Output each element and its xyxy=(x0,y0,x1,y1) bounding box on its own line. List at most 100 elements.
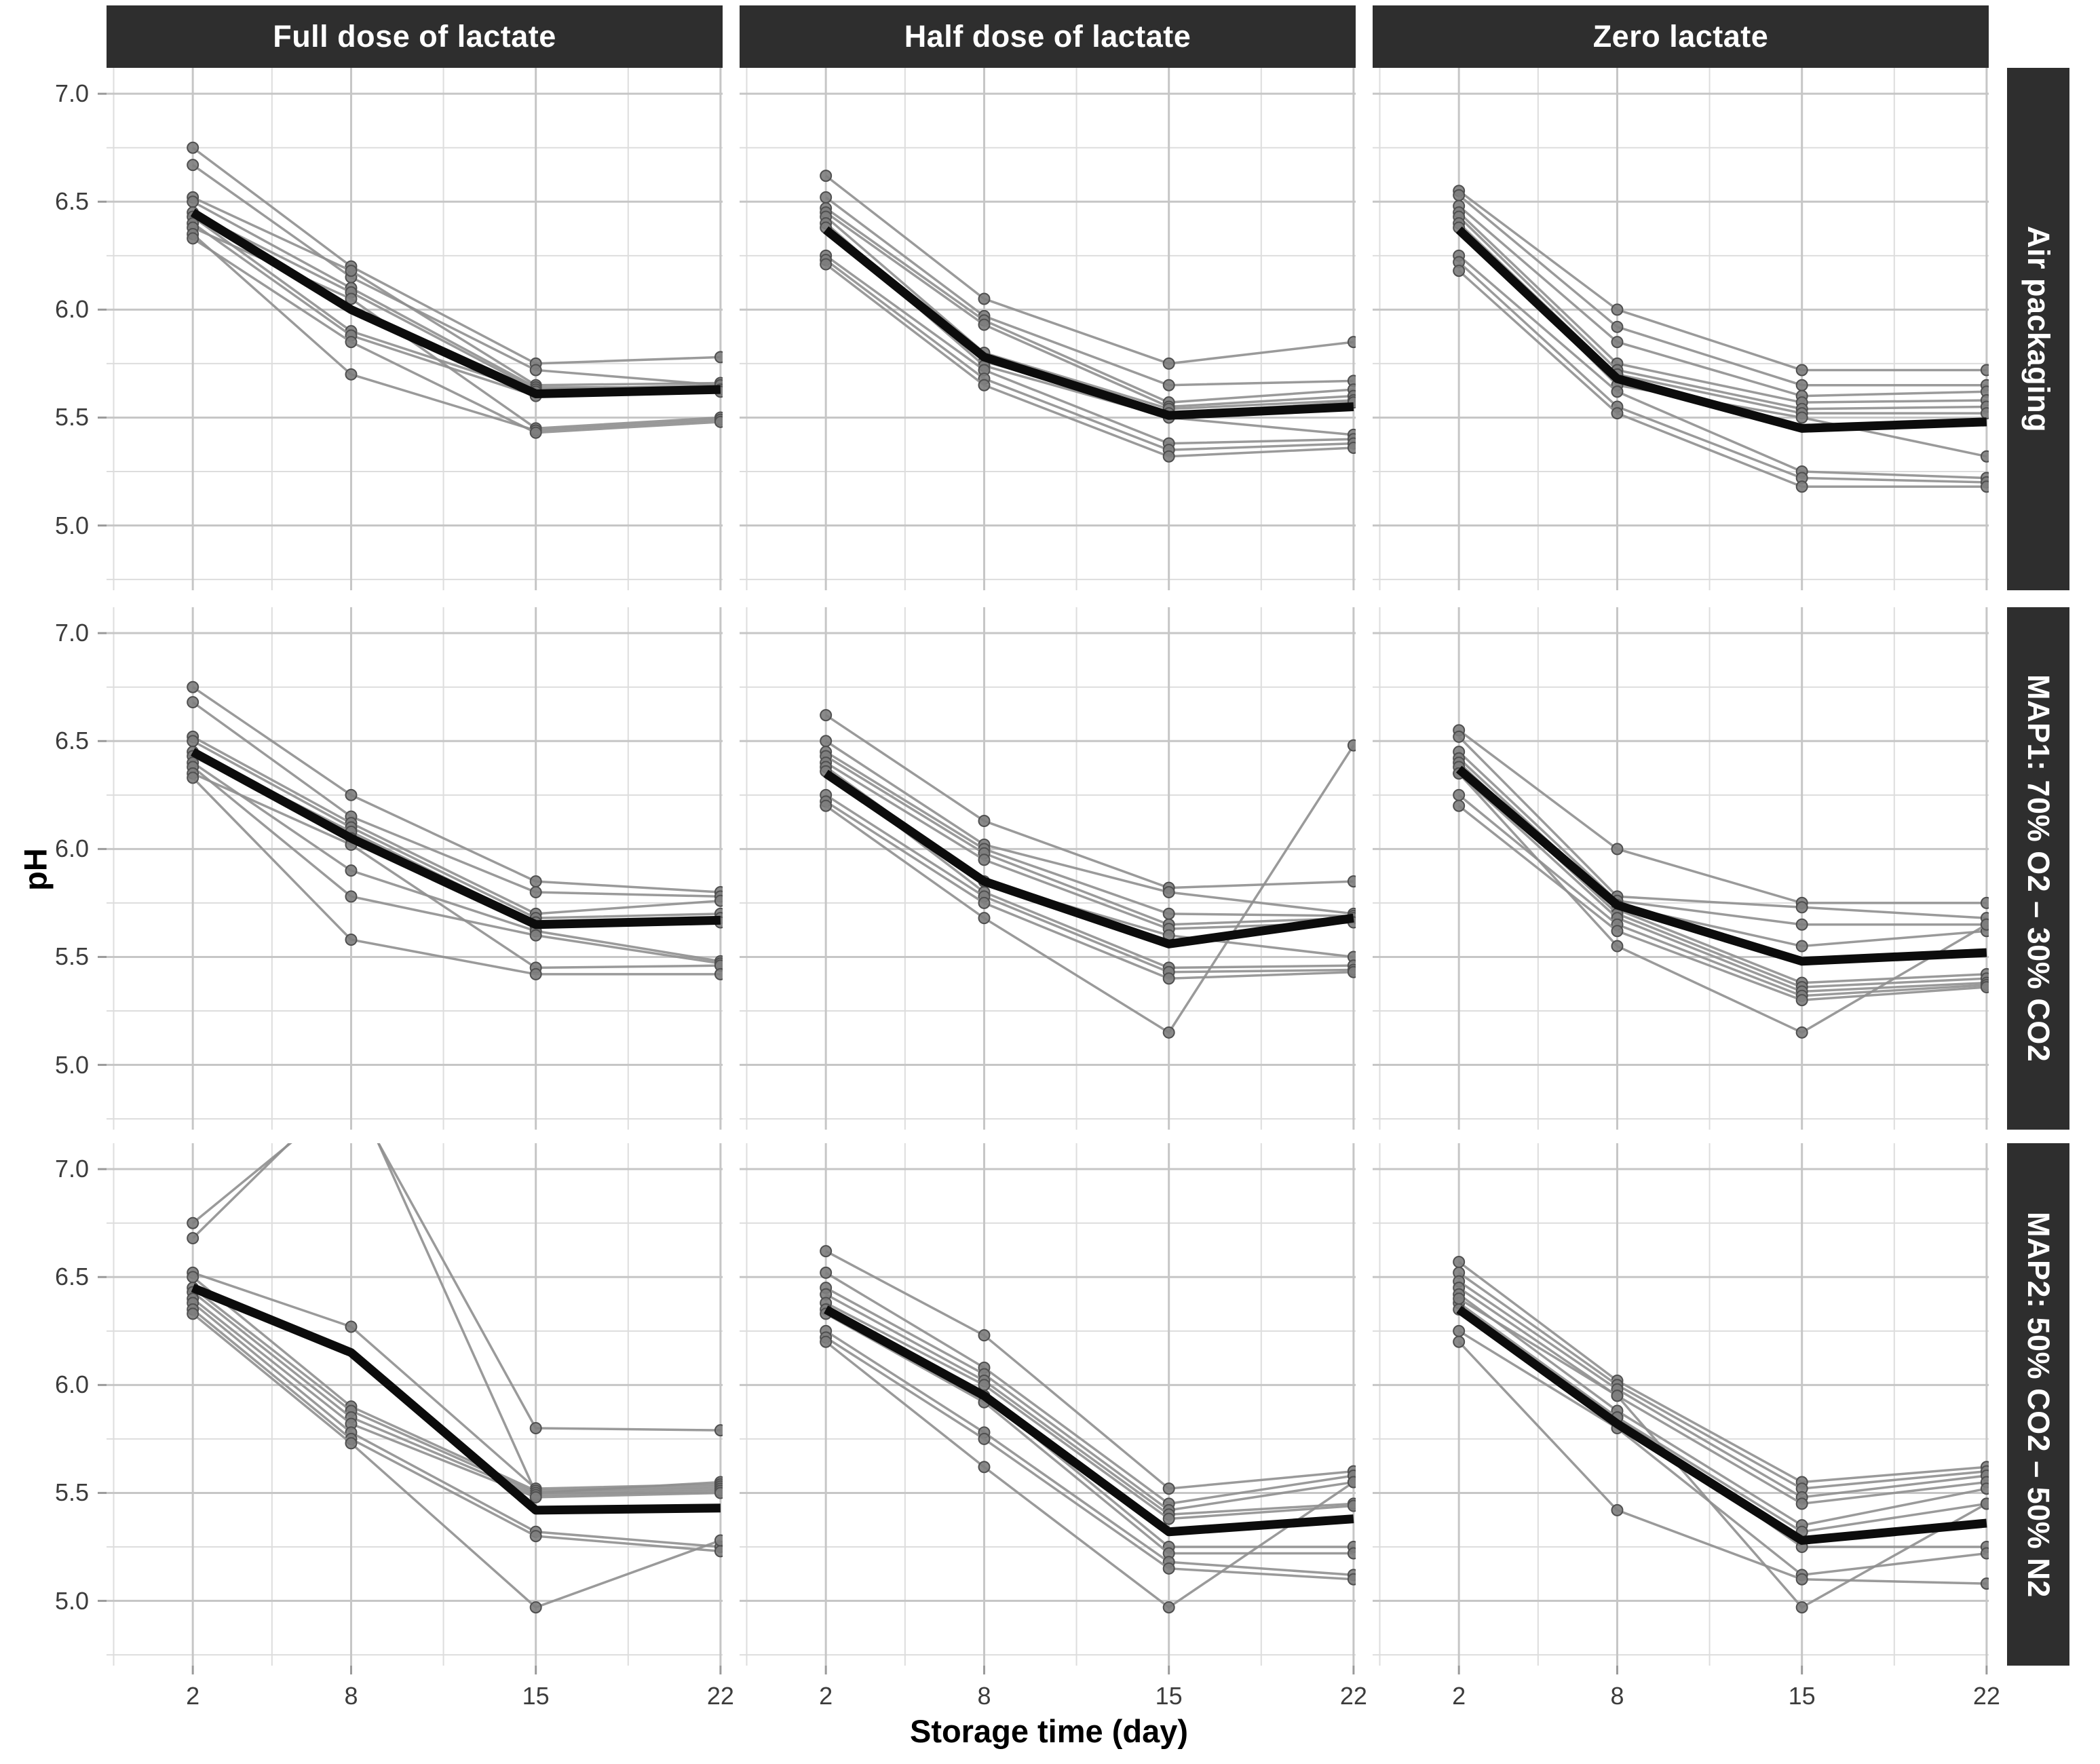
panel-2-2 xyxy=(1373,1143,1989,1666)
sample-point xyxy=(1980,981,1989,993)
sample-line xyxy=(825,761,1354,930)
sample-point xyxy=(820,735,833,748)
sample-line xyxy=(192,740,721,919)
mean-line xyxy=(823,769,1354,948)
sample-line xyxy=(825,1293,1354,1516)
sample-point xyxy=(1162,357,1175,370)
sample-point xyxy=(187,771,199,784)
sample-point xyxy=(1162,886,1175,898)
sample-point xyxy=(1795,1497,1808,1510)
sample-point xyxy=(820,1335,833,1348)
sample-point xyxy=(714,967,723,980)
sample-point xyxy=(714,351,723,364)
panel-0-1 xyxy=(740,68,1356,590)
sample-point xyxy=(1162,1512,1175,1525)
sample-line xyxy=(1458,1271,1987,1490)
sample-point xyxy=(1347,1573,1356,1586)
sample-line xyxy=(192,147,721,365)
sample-point xyxy=(529,364,542,377)
sample-point xyxy=(1980,1547,1989,1560)
sample-line xyxy=(1458,189,1987,372)
sample-point xyxy=(978,815,991,827)
sample-point xyxy=(187,195,199,208)
sample-point xyxy=(978,1329,991,1342)
sample-line xyxy=(1457,1341,1987,1585)
sample-point xyxy=(1162,1562,1175,1575)
sample-point xyxy=(1453,1335,1466,1348)
sample-line xyxy=(825,1330,1354,1577)
sample-point xyxy=(820,258,833,271)
sample-line xyxy=(825,1271,1354,1506)
mean-line xyxy=(1456,1305,1987,1545)
sample-line xyxy=(192,164,721,387)
sample-point xyxy=(1795,364,1808,377)
x-axis-title: Storage time (day) xyxy=(909,1713,1189,1749)
sample-point xyxy=(529,967,542,980)
y-tick-label: 7.0 xyxy=(54,79,89,108)
x-tick-label: 15 xyxy=(1788,1682,1816,1710)
sample-point xyxy=(714,1487,723,1499)
sample-line xyxy=(192,761,721,963)
sample-point xyxy=(820,1245,833,1258)
sample-point xyxy=(1453,799,1466,812)
sample-line xyxy=(1457,261,1987,484)
sample-point xyxy=(1980,1497,1989,1510)
sample-point xyxy=(187,1307,199,1320)
sample-point xyxy=(978,1461,991,1474)
sample-line xyxy=(1457,735,1987,919)
sample-line xyxy=(825,750,1354,917)
sample-point xyxy=(1980,918,1989,931)
sample-point xyxy=(345,265,358,277)
panel-1-0 xyxy=(107,607,723,1130)
sample-point xyxy=(1795,1026,1808,1039)
sample-point xyxy=(1611,303,1624,316)
y-tick-label: 6.5 xyxy=(54,727,89,755)
sample-line xyxy=(825,1286,1354,1512)
sample-point xyxy=(1347,875,1356,888)
sample-point xyxy=(714,1545,723,1558)
sample-line xyxy=(191,233,721,432)
sample-point xyxy=(1611,336,1624,349)
x-tick-label: 8 xyxy=(344,1682,358,1710)
facet-row-strip-2: MAP2: 50% CO2 – 50% N2 xyxy=(2007,1143,2069,1666)
sample-point xyxy=(978,318,991,331)
sample-point xyxy=(529,886,542,898)
sample-point xyxy=(187,159,199,172)
sample-line xyxy=(192,1291,721,1497)
sample-point xyxy=(187,1216,199,1229)
sample-point xyxy=(1980,407,1989,420)
sample-line xyxy=(192,735,721,915)
y-tick-label: 6.0 xyxy=(54,295,89,324)
sample-point xyxy=(1611,843,1624,856)
x-tick-label: 2 xyxy=(186,1682,200,1710)
sample-point xyxy=(1795,918,1808,931)
sample-point xyxy=(1347,336,1356,349)
sample-point xyxy=(1611,925,1624,938)
sample-point xyxy=(345,788,358,801)
x-tick-label: 8 xyxy=(977,1682,991,1710)
sample-point xyxy=(820,799,833,812)
x-tick-label: 22 xyxy=(1972,1682,2000,1710)
sample-line xyxy=(192,237,721,434)
panel-0-0 xyxy=(107,68,723,590)
sample-line xyxy=(825,800,1354,980)
facet-col-strip-1: Half dose of lactate xyxy=(740,5,1356,68)
sample-line xyxy=(192,1276,721,1493)
sample-point xyxy=(345,1320,358,1333)
sample-line xyxy=(825,1301,1354,1520)
sample-point xyxy=(187,1271,199,1284)
sample-point xyxy=(187,680,199,693)
sample-point xyxy=(1611,385,1624,398)
sample-line xyxy=(192,701,721,898)
sample-line xyxy=(192,766,721,965)
sample-line xyxy=(825,755,1354,926)
sample-line xyxy=(825,216,1354,410)
mean-line xyxy=(824,1305,1354,1537)
sample-line xyxy=(1457,772,1987,1034)
sample-point xyxy=(820,170,833,183)
sample-line xyxy=(825,263,1354,458)
panel-2-0 xyxy=(107,1143,723,1666)
sample-line xyxy=(1458,1280,1987,1499)
x-tick-label: 22 xyxy=(1339,1682,1367,1710)
